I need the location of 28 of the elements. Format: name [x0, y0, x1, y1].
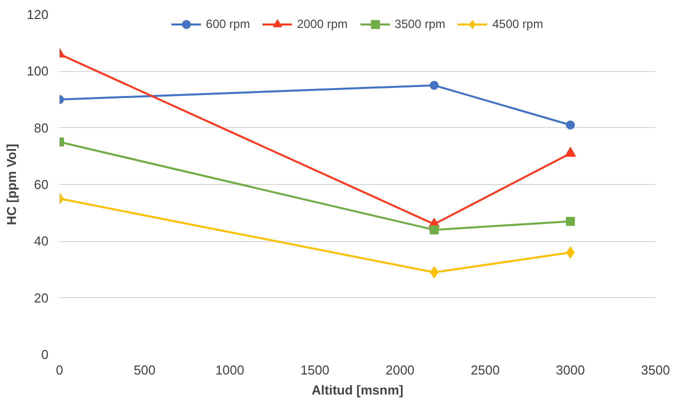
legend-label: 3500 rpm	[394, 17, 446, 31]
point	[430, 266, 438, 278]
point	[566, 246, 575, 258]
y-tick-label: 80	[34, 120, 49, 136]
x-tick-label: 3500	[641, 362, 670, 378]
x-tick-label: 3000	[556, 362, 585, 378]
point	[430, 80, 439, 90]
y-tick-label: 60	[34, 177, 49, 192]
x-tick-label: 1000	[215, 362, 244, 378]
point	[430, 225, 439, 234]
x-tick-label: 500	[134, 362, 156, 378]
legend-label: 4500 rpm	[492, 17, 544, 31]
point	[566, 216, 575, 226]
x-tick-label: 2500	[470, 362, 500, 378]
y-tick-label: 0	[41, 347, 49, 362]
y-tick-label: 40	[34, 234, 49, 249]
point	[566, 120, 575, 130]
y-tick-label: 120	[26, 7, 49, 22]
y-axis-title: HC [ppm Vol]	[4, 144, 19, 226]
y-tick-label: 20	[34, 290, 49, 306]
x-tick-label: 0	[56, 362, 64, 378]
x-tick-label: 1500	[300, 362, 330, 378]
x-axis-title: Altitud [msnm]	[312, 382, 404, 398]
legend-label: 600 rpm	[206, 17, 250, 31]
legend-label: 2000 rpm	[296, 17, 348, 31]
point	[564, 147, 576, 157]
x-tick-label: 2000	[386, 362, 415, 378]
y-tick-label: 100	[26, 64, 49, 79]
